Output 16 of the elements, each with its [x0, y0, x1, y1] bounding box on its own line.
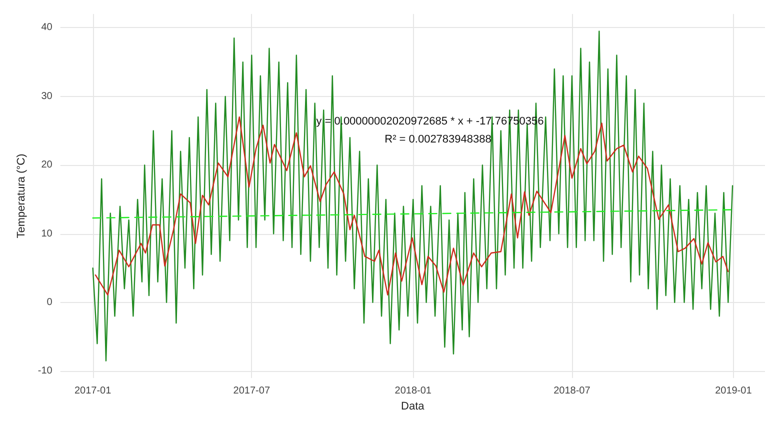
- line-series: [92, 30, 734, 362]
- x-tick-label: 2017-01: [74, 386, 112, 396]
- line-series: [94, 116, 729, 296]
- x-tick-label: 2018-07: [554, 386, 591, 396]
- y-tick-label: 30: [41, 90, 53, 102]
- y-tick-label: 20: [41, 160, 53, 171]
- x-axis-title: Data: [401, 400, 426, 412]
- y-tick-label: -10: [38, 366, 53, 377]
- annotation: R² = 0.002783948388: [384, 134, 492, 146]
- y-tick-label: 10: [41, 228, 53, 240]
- y-axis-title: Temperatura (°C): [16, 154, 28, 238]
- x-tick-label: 2019-01: [715, 386, 752, 396]
- x-tick-label: 2017-07: [233, 386, 270, 396]
- y-tick-label: 40: [41, 22, 53, 34]
- y-tick-label: 0: [46, 296, 53, 308]
- x-tick-label: 2018-01: [394, 386, 432, 396]
